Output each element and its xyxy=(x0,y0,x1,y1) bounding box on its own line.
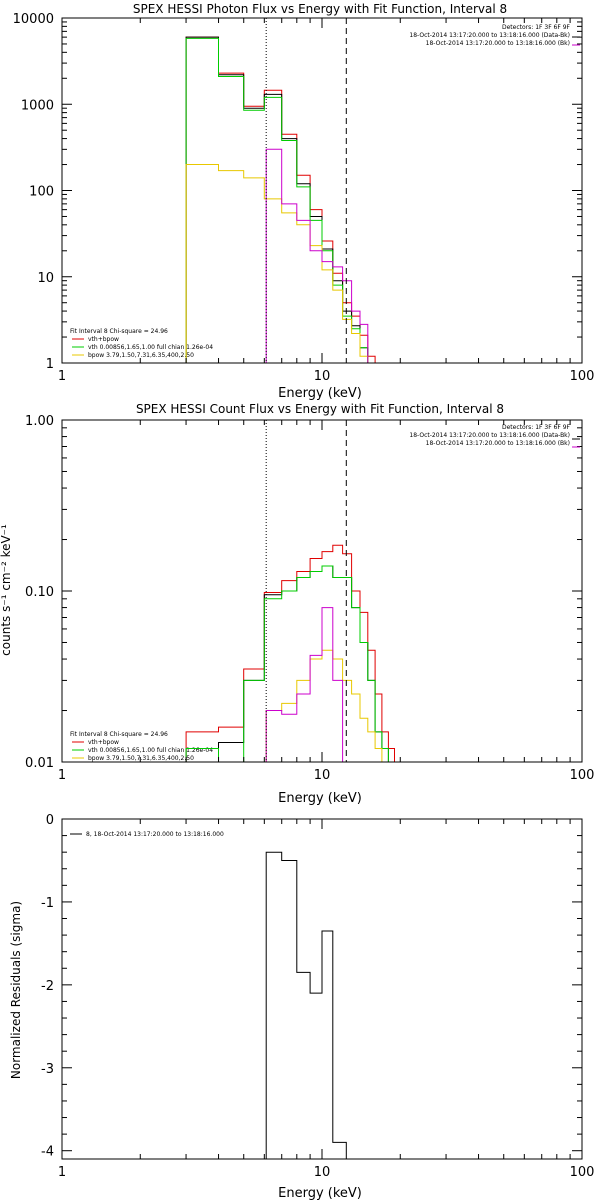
count-flux-series-bk xyxy=(265,607,352,762)
photon-flux-xlabel: Energy (keV) xyxy=(278,386,362,401)
photon-flux-fit-chisq: Fit Interval 8 Chi-square = 24.96 xyxy=(70,328,168,335)
count-flux-title: SPEX HESSI Count Flux vs Energy with Fit… xyxy=(136,402,504,416)
residuals-y-tick-label: -1 xyxy=(41,896,54,911)
residuals-x-tick-label: 10 xyxy=(314,1165,331,1180)
count-flux-ylabel: counts s⁻¹ cm⁻² keV⁻¹ xyxy=(0,524,13,656)
count-flux-panel: SPEX HESSI Count Flux vs Energy with Fit… xyxy=(0,402,594,806)
photon-flux-y-tick-label: 10 xyxy=(37,271,54,286)
count-flux-detector-info: Detectors: 1F 3F 6F 9F 18-Oct-2014 13:17… xyxy=(409,424,570,447)
photon-flux-y-tick-label: 10000 xyxy=(13,12,54,27)
photon-flux-detectors: Detectors: 1F 3F 6F 9F xyxy=(502,24,571,31)
count-flux-y-tick-label: 0.01 xyxy=(25,756,54,771)
photon-flux-fit-info: Fit Interval 8 Chi-square = 24.96 vth+bp… xyxy=(70,328,213,359)
photon-flux-panel: SPEX HESSI Photon Flux vs Energy with Fi… xyxy=(13,2,595,401)
photon-flux-x-tick-label: 1 xyxy=(58,369,66,384)
residuals-ylabel: Normalized Residuals (sigma) xyxy=(9,901,23,1079)
photon-flux-series-group xyxy=(185,36,376,363)
count-flux-y-tick-label: 0.10 xyxy=(25,585,54,600)
residuals-y-tick-label: -2 xyxy=(41,979,54,994)
count-flux-fit-model: vth+bpow xyxy=(88,739,119,746)
count-flux-interval-bk: 18-Oct-2014 13:17:20.000 to 13:18:16.000… xyxy=(426,440,570,447)
photon-flux-series-bk xyxy=(265,148,369,363)
residuals-legend-label: 8, 18-Oct-2014 13:17:20.000 to 13:18:16.… xyxy=(86,831,224,838)
residuals-y-tick-label: 0 xyxy=(46,813,54,828)
count-flux-fit-info: Fit Interval 8 Chi-square = 24.96 vth+bp… xyxy=(70,731,213,762)
photon-flux-y-tick-label: 100 xyxy=(29,185,54,200)
count-flux-x-tick-label: 1 xyxy=(58,768,66,783)
count-flux-fit-bpow: bpow 3.79,1.50,7.31,6.35,400,2.50 xyxy=(88,755,194,762)
count-flux-xlabel: Energy (keV) xyxy=(278,791,362,806)
residuals-xlabel: Energy (keV) xyxy=(278,1186,362,1200)
count-flux-x-tick-label: 10 xyxy=(314,768,331,783)
residuals-x-tick-label: 100 xyxy=(570,1165,595,1180)
residuals-panel: Energy (keV) Normalized Residuals (sigma… xyxy=(9,813,594,1200)
residuals-series-data xyxy=(265,851,347,1159)
photon-flux-y-tick-label: 1000 xyxy=(21,98,54,113)
photon-flux-fit-model: vth+bpow xyxy=(88,336,119,343)
residuals-legend: 8, 18-Oct-2014 13:17:20.000 to 13:18:16.… xyxy=(70,831,224,838)
residuals-y-tick-label: -3 xyxy=(41,1062,54,1077)
photon-flux-title: SPEX HESSI Photon Flux vs Energy with Fi… xyxy=(133,2,507,16)
residuals-series-group xyxy=(265,851,347,1159)
count-flux-y-tick-label: 1.00 xyxy=(25,414,54,429)
photon-flux-x-tick-label: 100 xyxy=(570,369,595,384)
count-flux-fit-vth: vth 0.00856,1.65,1.00 full chian 1.26e-0… xyxy=(88,747,213,754)
photon-flux-detector-info: Detectors: 1F 3F 6F 9F 18-Oct-2014 13:17… xyxy=(409,24,570,47)
photon-flux-y-tick-label: 1 xyxy=(46,357,54,372)
photon-flux-x-tick-label: 10 xyxy=(314,369,331,384)
count-flux-interval-data-bk: 18-Oct-2014 13:17:20.000 to 13:18:16.000… xyxy=(409,432,570,439)
count-flux-series-total xyxy=(185,544,395,762)
photon-flux-fit-bpow: bpow 3.79,1.50,7.31,6.35,400,2.50 xyxy=(88,352,194,359)
residuals-y-tick-label: -4 xyxy=(41,1145,54,1160)
photon-flux-interval-data-bk: 18-Oct-2014 13:17:20.000 to 13:18:16.000… xyxy=(409,32,570,39)
count-flux-fit-chisq: Fit Interval 8 Chi-square = 24.96 xyxy=(70,731,168,738)
residuals-x-tick-label: 1 xyxy=(58,1165,66,1180)
count-flux-x-tick-label: 100 xyxy=(570,768,595,783)
count-flux-series-vth xyxy=(185,565,395,762)
photon-flux-fit-vth: vth 0.00856,1.65,1.00 full chian 1.26e-0… xyxy=(88,344,213,351)
count-flux-series-group xyxy=(185,544,395,762)
photon-flux-interval-bk: 18-Oct-2014 13:17:20.000 to 13:18:16.000… xyxy=(426,40,570,47)
count-flux-detectors: Detectors: 1F 3F 6F 9F xyxy=(502,424,571,431)
